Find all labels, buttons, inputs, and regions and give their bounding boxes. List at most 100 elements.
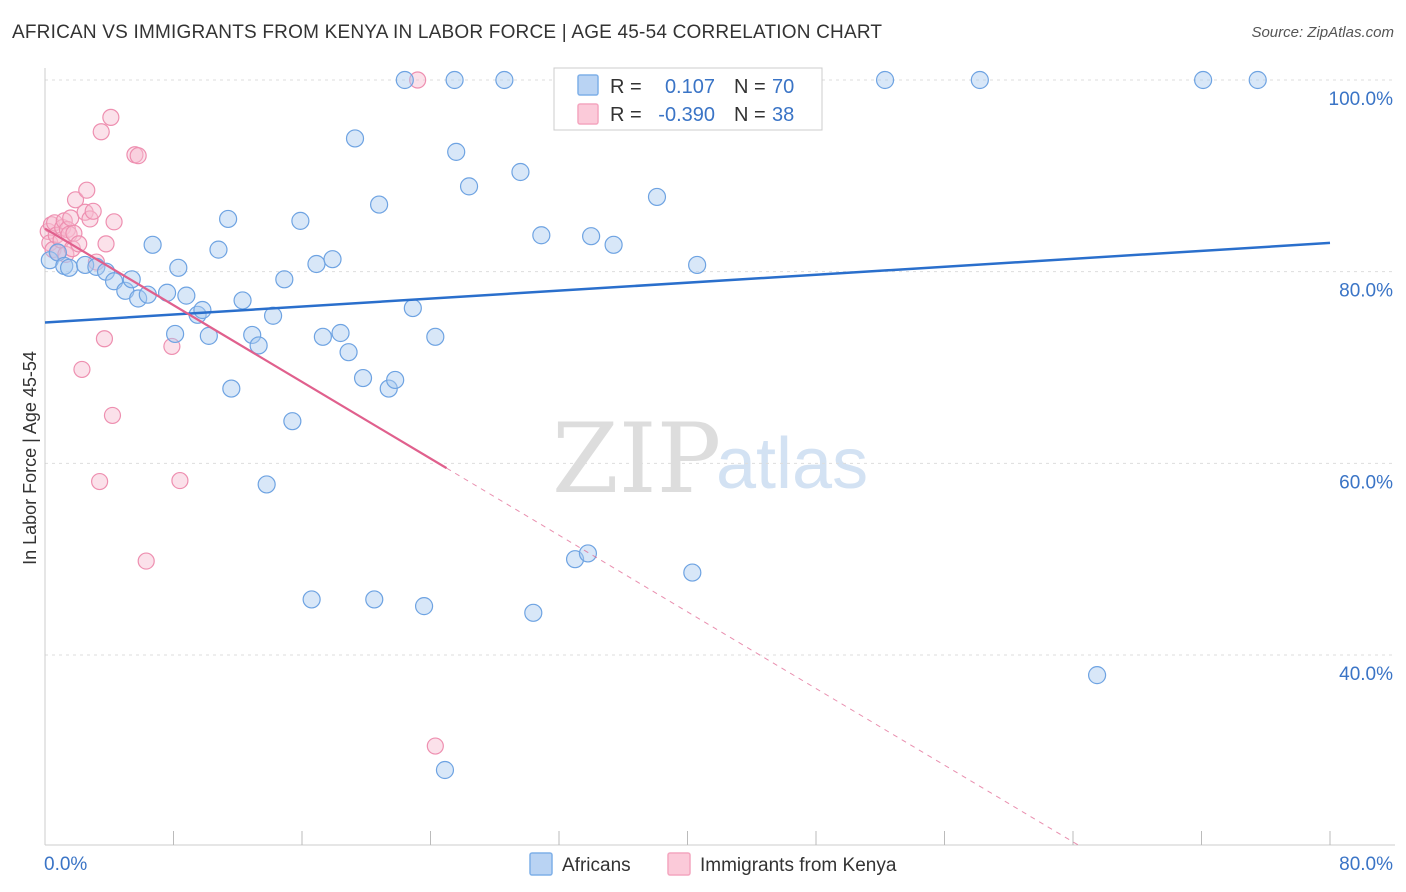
africans-point [129,289,148,308]
kenya-legend-swatch [577,103,599,125]
trend-lines [44,227,1331,848]
kenya-point [62,209,80,227]
kenya-point [92,123,110,141]
x-tick-label: 0.0% [44,854,87,875]
africans-r-value: 0.107 [665,76,715,98]
stats-legend: R = 0.107 N = 70 R = -0.390 N = 38 [553,67,823,131]
africans-point [1248,70,1267,90]
africans-trend-line [44,241,1331,324]
africans-point [257,475,276,494]
y-tick-label: 60.0% [1339,472,1393,493]
africans-point [302,590,321,609]
kenya-point [102,108,120,126]
kenya-r-value: -0.390 [658,104,715,126]
africans-point [524,603,543,622]
source-label: Source: ZipAtlas.com [1251,24,1394,41]
kenya-point [95,330,114,348]
x-tick-labels: 0.0% 80.0% [44,854,1393,875]
africans-point [59,258,79,277]
watermark-atlas: atlas [716,424,868,504]
kenya-point [84,202,102,220]
africans-point [339,343,358,362]
y-axis-label: In Labor Force | Age 45-54 [20,351,40,565]
africans-point [365,590,384,609]
africans-points [40,70,1267,780]
africans-point [445,70,464,90]
africans-point [1087,666,1107,685]
watermark: ZIP atlas [552,403,868,515]
africans-point [688,255,707,275]
kenya-point [66,191,85,209]
africans-point [313,327,332,346]
kenya-n-value: 38 [772,104,794,126]
africans-point [426,327,445,346]
africans-n-label: N = [734,76,766,98]
africans-point [209,240,228,259]
y-tick-label: 80.0% [1339,281,1393,302]
africans-point [193,300,212,320]
africans-n-value: 70 [772,76,794,98]
africans-point [307,254,326,274]
africans-point [435,760,455,780]
kenya-point [103,406,122,425]
y-tick-label: 100.0% [1329,89,1394,110]
kenya-n-label: N = [734,104,766,126]
africans-point [511,162,530,182]
africans-point [604,235,623,254]
kenya-point [78,181,96,199]
africans-point [249,336,268,355]
africans-r-label: R = [610,76,642,98]
legend-africans-swatch [529,852,553,876]
axes [44,68,1395,846]
kenya-point [97,235,115,253]
africans-point [683,563,702,582]
africans-point [177,286,196,305]
legend-kenya-label: Immigrants from Kenya [700,855,897,876]
gridlines [45,79,1395,656]
africans-point [370,195,389,214]
africans-point [283,412,302,431]
africans-point [582,227,601,246]
africans-point [447,142,466,161]
africans-point [532,226,551,245]
africans-point [222,379,241,398]
kenya-point [409,71,427,89]
africans-point [353,368,373,388]
legend-africans-label: Africans [562,855,631,876]
kenya-r-label: R = [610,104,642,126]
kenya-trend-extension [446,467,1082,848]
africans-point [414,597,434,616]
kenya-point [105,213,123,231]
chart-title: AFRICAN VS IMMIGRANTS FROM KENYA IN LABO… [12,22,883,43]
africans-point [459,177,479,196]
africans-point [76,255,95,275]
africans-point [233,291,252,310]
watermark-zip: ZIP [552,403,721,515]
africans-point [1194,70,1213,90]
kenya-point [137,552,155,570]
kenya-point [426,737,444,755]
kenya-point [91,472,109,491]
africans-point [345,129,365,148]
africans-point [386,370,405,390]
africans-point [403,298,422,318]
series-legend: Africans Immigrants from Kenya [529,852,897,876]
x-tick-label: 80.0% [1339,854,1393,875]
kenya-point [73,360,91,379]
africans-point [395,70,414,90]
africans-point [331,323,350,343]
kenya-point [65,224,83,242]
kenya-point [171,471,189,490]
y-tick-labels: 40.0% 60.0% 80.0% 100.0% [1329,89,1394,685]
kenya-trend-line [44,227,448,470]
kenya-point [129,147,147,165]
africans-point [323,250,342,269]
legend-kenya-swatch [667,852,691,876]
africans-legend-swatch [577,74,599,96]
africans-point [166,324,185,344]
africans-point [291,211,310,230]
africans-point [647,187,667,207]
africans-point [169,258,188,277]
africans-point [875,70,895,90]
